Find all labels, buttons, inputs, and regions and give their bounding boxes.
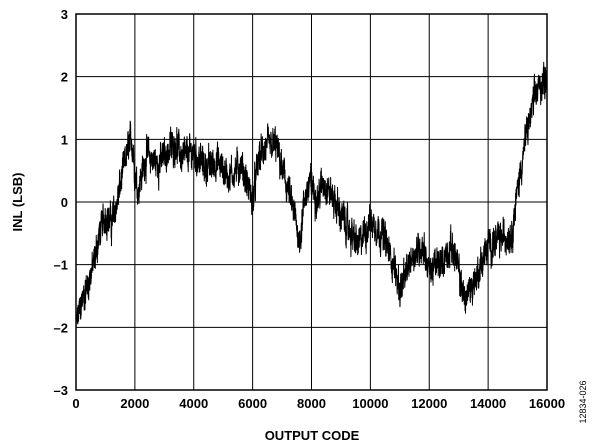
x-tick-label: 4000 — [179, 396, 208, 411]
y-tick-label: 3 — [61, 7, 68, 22]
y-tick-label: 2 — [61, 70, 68, 85]
x-tick-label: 6000 — [238, 396, 267, 411]
inl-series-line — [75, 61, 548, 330]
x-tick-labels: 0 2000 4000 6000 8000 10000 12000 14000 16000 — [72, 396, 565, 411]
y-tick-label: 0 — [61, 195, 68, 210]
x-axis-label: OUTPUT CODE — [265, 428, 360, 443]
y-tick-label: 1 — [61, 132, 68, 147]
x-tick-label: 12000 — [411, 396, 447, 411]
y-tick-labels: 3 2 1 0 –1 –2 –3 — [54, 7, 68, 398]
data-layer — [75, 61, 548, 330]
y-tick-label: –1 — [54, 258, 68, 273]
x-tick-label: 0 — [72, 396, 79, 411]
x-tick-label: 10000 — [352, 396, 388, 411]
x-tick-label: 16000 — [529, 396, 565, 411]
figure-id: 12834-026 — [578, 380, 588, 423]
x-tick-label: 8000 — [297, 396, 326, 411]
grid-lines — [75, 13, 548, 391]
x-tick-label: 2000 — [120, 396, 149, 411]
x-tick-label: 14000 — [470, 396, 506, 411]
y-tick-label: –3 — [54, 383, 68, 398]
plot-area — [75, 13, 548, 391]
y-axis-label: INL (LSB) — [10, 173, 25, 232]
y-tick-label: –2 — [54, 320, 68, 335]
